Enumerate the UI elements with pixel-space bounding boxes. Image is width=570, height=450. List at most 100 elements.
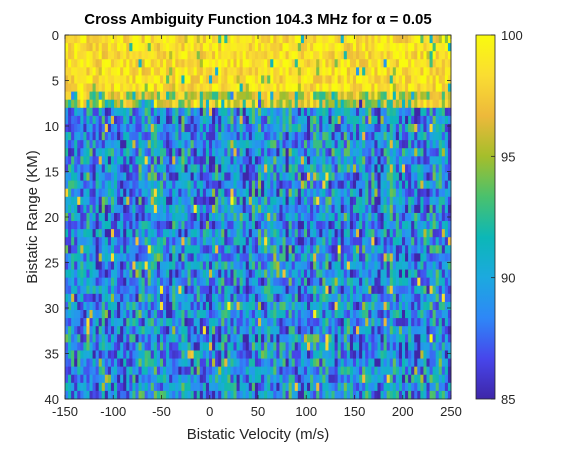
heatmap-cell [190,51,195,60]
heatmap-cell [208,99,213,109]
heatmap-cell [417,83,421,93]
heatmap-cell [83,132,87,141]
heatmap-cell [239,245,244,254]
heatmap-cell [297,237,302,246]
heatmap-cell [230,43,234,52]
heatmap-cell [95,180,100,190]
heatmap-cell [254,164,259,173]
heatmap-cell [233,123,237,133]
heatmap-cell [221,245,225,254]
heatmap-cell [291,67,296,76]
heatmap-cell [236,212,241,222]
heatmap-cell [386,269,391,279]
heatmap-cell [147,285,152,295]
heatmap-cell [395,342,400,351]
heatmap-cell [408,253,412,262]
heatmap-cell [395,172,400,181]
heatmap-cell [193,188,198,198]
heatmap-cell [190,35,195,44]
heatmap-cell [303,140,308,149]
heatmap-cell [297,212,302,222]
heatmap-cell [117,51,121,60]
heatmap-cell [316,180,320,190]
heatmap-cell [343,107,348,117]
heatmap-cell [107,67,112,76]
heatmap-cell [303,172,308,181]
heatmap-cell [368,229,372,238]
heatmap-cell [95,310,100,319]
heatmap-cell [175,123,179,133]
heatmap-cell [279,269,283,279]
heatmap-cell [377,140,381,149]
heatmap-cell [285,35,290,44]
heatmap-cell [423,99,427,109]
heatmap-cell [187,261,191,270]
heatmap-cell [126,156,130,165]
heatmap-cell [426,318,430,327]
heatmap-cell [405,301,409,311]
heatmap-cell [230,245,234,254]
heatmap-cell [307,245,311,254]
heatmap-cell [74,212,78,222]
heatmap-cell [297,229,302,238]
heatmap-cell [120,115,124,125]
heatmap-cell [389,245,394,254]
heatmap-cell [196,342,201,351]
heatmap-cell [141,132,146,141]
heatmap-cell [337,180,342,190]
heatmap-cell [114,43,118,52]
heatmap-cell [144,334,149,343]
heatmap-cell [331,180,335,190]
heatmap-cell [107,326,112,335]
heatmap-cell [307,293,311,303]
heatmap-cell [331,51,335,60]
heatmap-cell [282,342,286,351]
heatmap-cell [279,99,283,109]
heatmap-cell [401,245,406,254]
heatmap-cell [218,59,222,68]
heatmap-cell [227,83,231,93]
heatmap-cell [172,67,176,76]
heatmap-cell [411,180,415,190]
heatmap-cell [261,148,265,157]
heatmap-cell [196,132,201,141]
heatmap-cell [212,164,216,173]
heatmap-cell [307,188,311,198]
heatmap-cell [310,350,314,359]
heatmap-cell [288,237,293,246]
heatmap-cell [236,293,241,303]
heatmap-cell [242,196,247,206]
heatmap-cell [349,261,354,270]
heatmap-cell [74,204,78,214]
heatmap-cell [120,148,124,157]
heatmap-cell [325,180,329,190]
heatmap-cell [89,204,93,214]
heatmap-cell [444,107,449,117]
heatmap-cell [242,140,247,149]
heatmap-cell [362,59,366,68]
heatmap-cell [310,172,314,181]
heatmap-cell [426,156,430,165]
heatmap-cell [444,229,449,238]
heatmap-cell [417,148,421,157]
heatmap-cell [438,156,443,165]
heatmap-cell [267,212,271,222]
heatmap-cell [212,293,216,303]
heatmap-cell [163,67,167,76]
heatmap-cell [141,318,146,327]
heatmap-cell [374,196,378,206]
heatmap-cell [343,253,348,262]
heatmap-cell [233,310,237,319]
heatmap-cell [423,172,427,181]
heatmap-cell [395,67,400,76]
heatmap-cell [356,188,360,198]
heatmap-cell [270,115,274,125]
heatmap-cell [159,342,164,351]
heatmap-cell [110,107,115,117]
heatmap-cell [276,43,280,52]
heatmap-cell [80,293,84,303]
heatmap-cell [245,91,250,101]
heatmap-cell [414,237,418,246]
heatmap-cell [331,123,335,133]
heatmap-cell [310,229,314,238]
